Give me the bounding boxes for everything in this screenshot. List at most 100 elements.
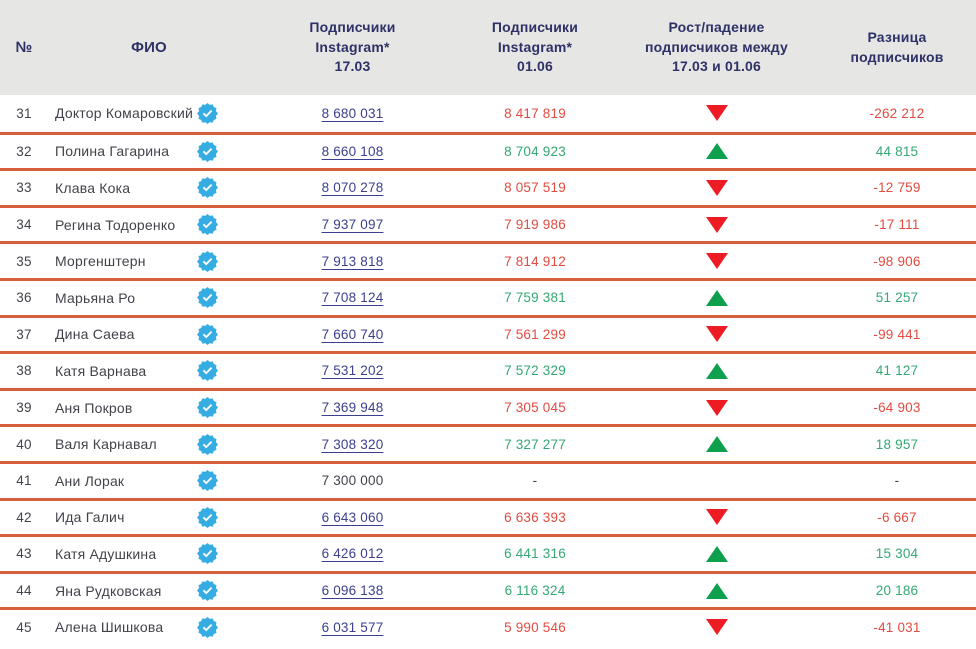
verified-badge-icon <box>197 287 218 309</box>
table-row: 38 Катя Варнава 7 531 202 7 572 329 41 1… <box>0 351 976 388</box>
column-header-subs-0106: Подписчики Instagram* 01.06 <box>491 19 579 75</box>
person-name: Яна Рудковская <box>55 582 162 599</box>
verified-badge-icon <box>197 140 218 162</box>
person-name: Марьяна Ро <box>55 289 136 306</box>
subs-1703-cell: 7 531 202 <box>250 363 455 378</box>
trend-cell <box>615 436 818 453</box>
subs-0106-value: 6 636 393 <box>504 509 566 525</box>
name-cell: Полина Гагарина <box>48 140 250 162</box>
subs-0106-value: 8 417 819 <box>504 105 566 121</box>
table-row: 43 Катя Адушкина 6 426 012 6 441 316 15 … <box>0 534 976 571</box>
row-number: 36 <box>16 290 32 306</box>
trend-cell <box>615 179 818 196</box>
subs-1703-link[interactable]: 7 531 202 <box>321 363 384 379</box>
verified-badge-icon <box>197 102 218 124</box>
trend-down-icon <box>705 253 728 270</box>
subs-1703-cell: 6 426 012 <box>250 546 455 561</box>
trend-up-icon <box>705 436 728 453</box>
person-name: Доктор Комаровский <box>55 105 193 122</box>
name-cell: Ани Лорак <box>48 470 250 492</box>
person-name: Валя Карнавал <box>55 436 157 453</box>
table-row: 40 Валя Карнавал 7 308 320 7 327 277 18 … <box>0 424 976 461</box>
trend-cell <box>615 105 818 122</box>
subs-diff-value: -6 667 <box>877 509 917 525</box>
subs-1703-link[interactable]: 8 070 278 <box>321 180 384 196</box>
trend-up-icon <box>705 289 728 306</box>
subs-1703-link[interactable]: 7 660 740 <box>321 326 384 342</box>
name-cell: Марьяна Ро <box>48 287 250 309</box>
name-cell: Моргенштерн <box>48 250 250 272</box>
trend-cell <box>615 545 818 562</box>
trend-down-icon <box>705 105 728 122</box>
subs-1703-link[interactable]: 7 913 818 <box>321 253 384 269</box>
subs-1703-link[interactable]: 8 680 031 <box>321 105 384 121</box>
subs-1703-link[interactable]: 6 643 060 <box>321 509 384 525</box>
subs-1703-link[interactable]: 7 708 124 <box>321 290 384 306</box>
verified-badge-icon <box>197 543 218 565</box>
name-cell: Валя Карнавал <box>48 433 250 455</box>
subs-1703-cell: 7 308 320 <box>250 437 455 452</box>
trend-cell <box>615 582 818 599</box>
trend-cell <box>615 399 818 416</box>
person-name: Катя Варнава <box>55 362 147 379</box>
subs-1703-value: 7 300 000 <box>321 473 384 489</box>
trend-cell <box>615 216 818 233</box>
subs-1703-cell: 7 660 740 <box>250 327 455 342</box>
subs-1703-link[interactable]: 7 308 320 <box>321 436 384 452</box>
subs-0106-value: 8 057 519 <box>504 180 566 196</box>
table-row: 44 Яна Рудковская 6 096 138 6 116 324 20… <box>0 570 976 608</box>
trend-down-icon <box>705 509 728 526</box>
subs-diff-value: - <box>894 473 900 489</box>
verified-badge-icon <box>197 470 218 492</box>
person-name: Ани Лорак <box>55 472 125 489</box>
name-cell: Клава Кока <box>48 177 250 199</box>
subs-1703-link[interactable]: 7 369 948 <box>321 400 384 416</box>
verified-badge-icon <box>197 616 218 638</box>
subs-0106-value: 7 572 329 <box>504 363 566 379</box>
subs-diff-value: -98 906 <box>873 253 921 269</box>
person-name: Моргенштерн <box>55 253 146 270</box>
row-number: 32 <box>16 143 32 159</box>
column-header-growth: Рост/падение подписчиков между 17.03 и 0… <box>645 19 788 75</box>
row-number: 44 <box>16 583 32 599</box>
subs-1703-link[interactable]: 6 031 577 <box>321 619 384 635</box>
subs-diff-value: 51 257 <box>875 290 919 306</box>
table-row: 33 Клава Кока 8 070 278 8 057 519 -12 75… <box>0 168 976 205</box>
row-number: 35 <box>16 253 32 269</box>
name-cell: Яна Рудковская <box>48 580 250 602</box>
trend-cell <box>615 289 818 306</box>
subs-0106-value: 7 305 045 <box>504 400 566 416</box>
trend-cell <box>615 253 818 270</box>
trend-cell <box>615 362 818 379</box>
subs-diff-value: -64 903 <box>873 400 921 416</box>
row-number: 31 <box>16 105 32 121</box>
subs-1703-link[interactable]: 6 096 138 <box>321 583 384 599</box>
table-body: 31 Доктор Комаровский 8 680 031 8 417 81… <box>0 95 976 644</box>
name-cell: Катя Адушкина <box>48 543 250 565</box>
subs-1703-link[interactable]: 8 660 108 <box>321 143 384 159</box>
table-row: 35 Моргенштерн 7 913 818 7 814 912 -98 9… <box>0 241 976 278</box>
person-name: Полина Гагарина <box>55 143 170 160</box>
subs-diff-value: -17 111 <box>874 217 920 233</box>
subs-1703-cell: 7 300 000 <box>250 473 455 488</box>
subs-1703-cell: 8 660 108 <box>250 144 455 159</box>
subs-diff-value: -99 441 <box>873 326 921 342</box>
trend-down-icon <box>705 399 728 416</box>
verified-badge-icon <box>197 250 218 272</box>
table-row: 42 Ида Галич 6 643 060 6 636 393 -6 667 <box>0 497 976 535</box>
subs-1703-link[interactable]: 7 937 097 <box>321 217 384 233</box>
name-cell: Ида Галич <box>48 506 250 528</box>
subs-1703-cell: 7 369 948 <box>250 400 455 415</box>
table-row: 31 Доктор Комаровский 8 680 031 8 417 81… <box>0 95 976 132</box>
person-name: Дина Саева <box>55 326 135 343</box>
subs-0106-value: 5 990 546 <box>504 619 566 635</box>
trend-up-icon <box>705 362 728 379</box>
subs-1703-link[interactable]: 6 426 012 <box>321 546 384 562</box>
row-number: 33 <box>16 180 32 196</box>
subs-diff-value: 20 186 <box>875 583 919 599</box>
subs-0106-value: - <box>532 473 538 489</box>
subs-0106-value: 7 814 912 <box>504 253 566 269</box>
person-name: Регина Тодоренко <box>55 216 176 233</box>
table-row: 45 Алена Шишкова 6 031 577 5 990 546 -41… <box>0 607 976 644</box>
